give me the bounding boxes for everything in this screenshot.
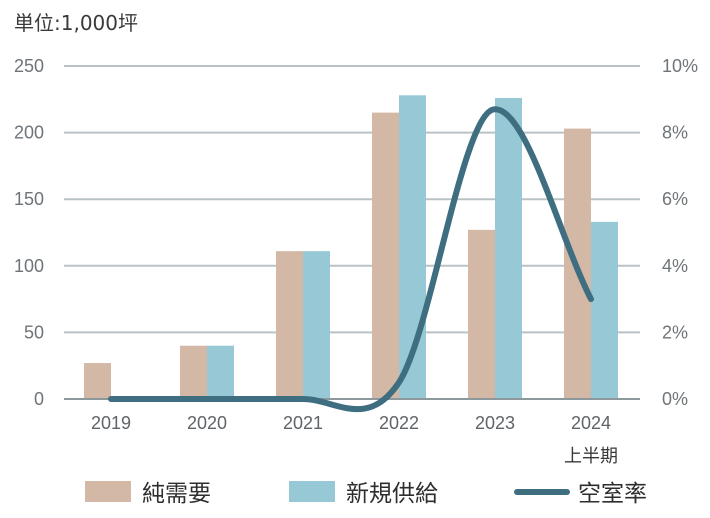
unit-label: 単位:1,000坪	[14, 11, 138, 35]
category-sublabel: 上半期	[564, 446, 618, 467]
bar-new-supply	[591, 221, 618, 399]
vacancy-line	[108, 106, 594, 413]
vacancy-line-path	[108, 106, 594, 413]
bar-new-supply	[303, 251, 330, 399]
left-tick-label: 100	[14, 256, 44, 276]
bar-net-demand	[468, 229, 495, 399]
legend-label-vacancy: 空室率	[578, 481, 647, 507]
legend-label-new-supply: 新規供給	[346, 481, 438, 507]
right-tick-label: 4%	[662, 256, 688, 276]
left-tick-label: 250	[14, 56, 44, 76]
legend: 純需要 新規供給 空室率	[85, 481, 647, 507]
category-label: 2021	[283, 413, 323, 433]
gridlines	[64, 65, 640, 334]
right-tick-label: 2%	[662, 322, 688, 342]
category-label: 2020	[187, 413, 227, 433]
bar-net-demand	[372, 112, 399, 400]
bars	[84, 95, 618, 400]
right-tick-label: 6%	[662, 189, 688, 209]
category-labels: 2019 2020 2021 2022 2023 2024 上半期	[91, 413, 618, 467]
category-label: 2022	[379, 413, 419, 433]
category-label: 2019	[91, 413, 131, 433]
bar-net-demand	[180, 345, 207, 399]
legend-swatch-new-supply	[289, 481, 335, 502]
left-tick-label: 150	[14, 189, 44, 209]
left-tick-label: 50	[24, 322, 44, 342]
legend-label-net-demand: 純需要	[142, 481, 211, 507]
category-label: 2024	[571, 413, 611, 433]
bar-net-demand	[84, 363, 111, 399]
right-tick-label: 10%	[662, 56, 698, 76]
bar-new-supply	[207, 345, 234, 399]
left-tick-label: 0	[34, 389, 44, 409]
right-axis-ticks: 0% 2% 4% 6% 8% 10%	[662, 56, 698, 409]
right-tick-label: 8%	[662, 123, 688, 143]
left-tick-label: 200	[14, 123, 44, 143]
left-axis-ticks: 0 50 100 150 200 250	[14, 56, 44, 409]
bar-new-supply	[495, 97, 522, 399]
right-tick-label: 0%	[662, 389, 688, 409]
legend-swatch-net-demand	[85, 481, 131, 502]
bar-net-demand	[276, 251, 303, 399]
category-label: 2023	[475, 413, 515, 433]
